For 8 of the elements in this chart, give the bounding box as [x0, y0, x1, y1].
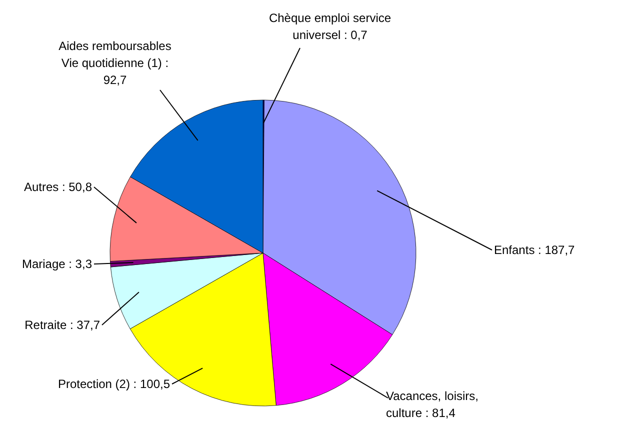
slice-label: Chèque emploi service universel : 0,7: [268, 11, 392, 42]
slice-label: Enfants : 187,7: [494, 243, 576, 257]
slice-label: Retraite : 37,7: [24, 318, 100, 332]
slice-label: Protection (2) : 100,5: [58, 377, 170, 391]
slice-label: Mariage : 3,3: [22, 257, 92, 271]
slice-label: Autres : 50,8: [24, 180, 92, 194]
slice-label: Aides remboursables Vie quotidienne (1) : 92,7: [58, 39, 172, 87]
slice-label: Vacances, loisirs, culture : 81,4: [386, 389, 478, 420]
